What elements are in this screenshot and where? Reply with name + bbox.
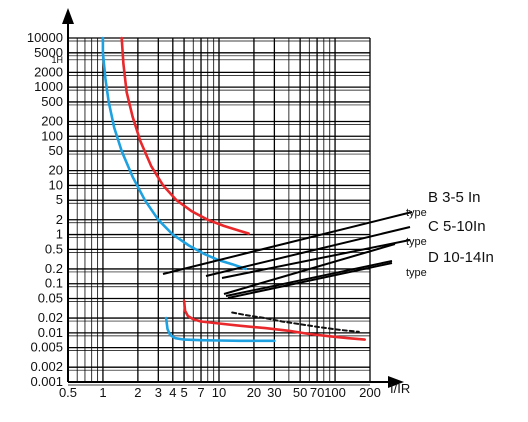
annotation-d-sublabel: type: [406, 267, 427, 279]
annotation-d-label: D 10-14In: [428, 249, 494, 266]
x-tick-label: 4: [169, 385, 176, 400]
series-4-line: [231, 311, 360, 333]
x-tick-label: 0.5: [59, 385, 77, 400]
x-tick-label: 200: [359, 385, 381, 400]
axes: [62, 8, 404, 388]
x-axis-label: I/IR: [390, 381, 410, 396]
x-tick-label: 50: [293, 385, 307, 400]
series-1-line: [120, 36, 250, 235]
x-tick-label: 7: [197, 385, 204, 400]
y-tick-label: 2: [56, 212, 63, 227]
annotation-leader: [227, 262, 393, 299]
y-tick-label: 500: [41, 94, 63, 109]
x-tick-label: 20: [247, 385, 261, 400]
y-axis-arrow: [62, 8, 74, 24]
curves: [101, 36, 366, 343]
y-tick-label: 0.005: [30, 340, 63, 355]
y-tick-label: 0.5: [45, 241, 63, 256]
y-tick-label: 0.2: [45, 261, 63, 276]
annotation-b-sublabel: type: [406, 207, 427, 219]
y-tick-label: 100: [41, 128, 63, 143]
x-tick-label: 10: [212, 385, 226, 400]
annotation-leader: [223, 243, 396, 295]
y-tick-label: 1000: [34, 79, 63, 94]
annotation-c-sublabel: type: [406, 236, 427, 248]
y-tick-label: 2000: [34, 64, 63, 79]
y-tick-label: 0.02: [38, 310, 63, 325]
annotation-leader: [205, 226, 411, 277]
y-tick-label: 0.05: [38, 291, 63, 306]
x-tick-label: 30: [267, 385, 281, 400]
y-tick-label: 5000: [34, 45, 63, 60]
y-tick-label: 50: [49, 143, 63, 158]
series-3-line: [182, 299, 366, 341]
tick-labels: 1000050001H200010005002001005020105210.5…: [27, 30, 381, 400]
y-tick-label: 0.1: [45, 276, 63, 291]
y-tick-label: 0.001: [30, 374, 63, 389]
y-tick-label: 10: [49, 177, 63, 192]
series-2-line: [164, 316, 276, 343]
y-tick-label: 200: [41, 113, 63, 128]
y-tick-label: 1: [56, 227, 63, 242]
y-tick-label: 10000: [27, 30, 63, 45]
annotation-leader: [225, 260, 393, 297]
x-tick-label: 70: [310, 385, 324, 400]
series-0-line: [101, 36, 247, 271]
annotation-leaders: [162, 211, 413, 299]
y-tick-label: 5: [56, 192, 63, 207]
annotation-leader: [221, 239, 411, 279]
annotation-b-label: B 3-5 In: [428, 189, 481, 206]
x-tick-label: 2: [134, 385, 141, 400]
x-axis-arrow: [388, 376, 404, 388]
grid: [67, 37, 371, 386]
annotation-c-label: C 5-10In: [428, 218, 486, 235]
x-tick-label: 3: [155, 385, 162, 400]
x-tick-label: 5: [180, 385, 187, 400]
y-tick-label: 0.002: [30, 359, 63, 374]
y-tick-label: 0.01: [38, 325, 63, 340]
x-tick-label: 100: [324, 385, 346, 400]
annotation-leader: [162, 211, 413, 275]
y-tick-label: 1H: [51, 55, 63, 65]
y-tick-label: 20: [49, 163, 63, 178]
x-tick-label: 1: [99, 385, 106, 400]
